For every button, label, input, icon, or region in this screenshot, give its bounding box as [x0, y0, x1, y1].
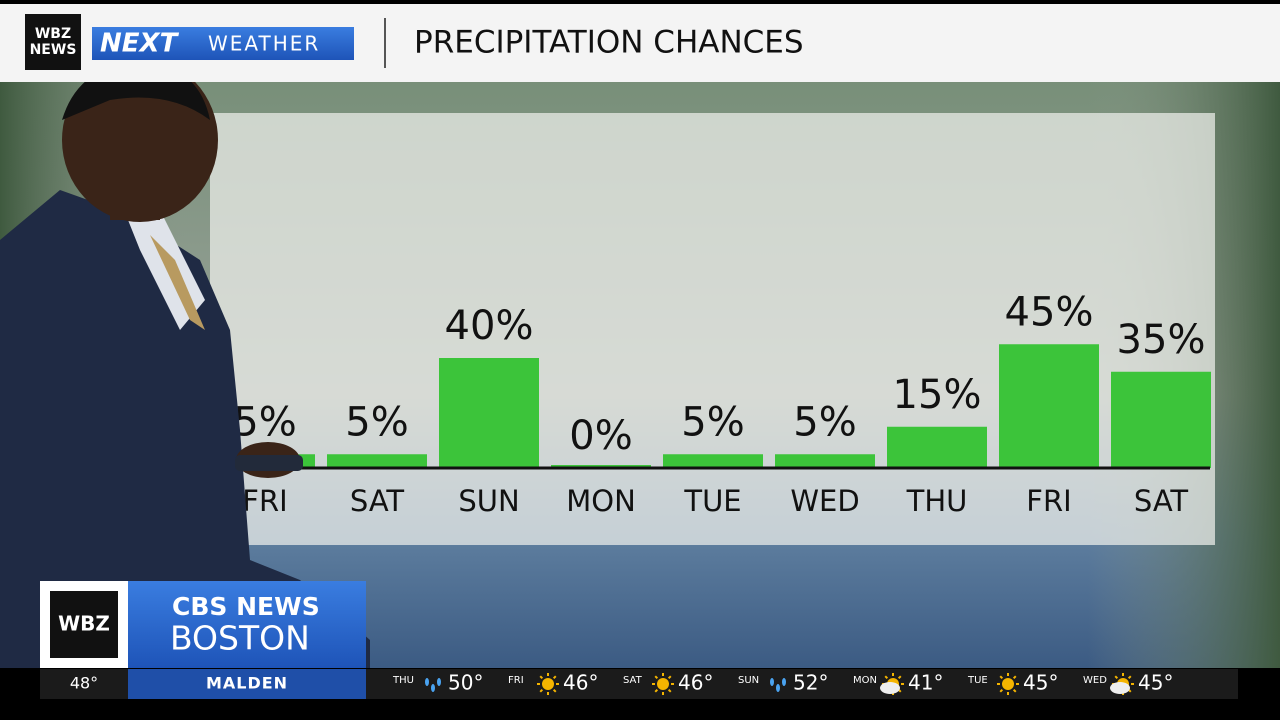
icon-ray — [1012, 675, 1017, 680]
icon-drop — [437, 678, 441, 686]
icon-ray — [552, 675, 557, 680]
icon-ray — [667, 675, 672, 680]
city: BOSTON — [170, 619, 310, 658]
category-label: MON — [566, 484, 636, 518]
forecast-temp: 45° — [1023, 671, 1058, 695]
station: WBZ — [58, 612, 110, 636]
forecast-temp: 50° — [448, 671, 483, 695]
icon-ray — [999, 675, 1004, 680]
value-label: 5% — [233, 399, 296, 445]
bar — [663, 454, 763, 468]
icon-cloud — [880, 682, 900, 694]
value-label: 45% — [1005, 289, 1094, 335]
icon-ray — [654, 675, 659, 680]
network: CBS NEWS — [172, 592, 320, 621]
forecast-day: SAT — [623, 675, 643, 686]
brand-weather: WEATHER — [208, 32, 320, 56]
category-label: FRI — [242, 484, 287, 518]
category-label: FRI — [1026, 484, 1071, 518]
header-strip — [0, 0, 1280, 4]
icon-sun — [657, 678, 669, 690]
chart-panel — [210, 113, 1215, 545]
icon-ray — [897, 675, 902, 680]
bar — [999, 344, 1099, 468]
forecast-day: TUE — [967, 675, 988, 686]
icon-ray — [999, 688, 1004, 693]
network-box — [128, 581, 366, 668]
value-label: 5% — [345, 399, 408, 445]
location-box — [128, 669, 366, 699]
forecast-day: SUN — [738, 675, 759, 686]
value-label: 35% — [1117, 317, 1206, 363]
bar — [439, 358, 539, 468]
bar — [1111, 371, 1211, 468]
icon-ray — [1114, 675, 1119, 680]
icon-ray — [539, 688, 544, 693]
icon-drop — [782, 678, 786, 686]
icon-drop — [425, 678, 429, 686]
category-label: WED — [790, 484, 859, 518]
brand-next: NEXT — [100, 29, 180, 59]
forecast-temp: 46° — [678, 671, 713, 695]
icon-sun — [542, 678, 554, 690]
current-temp: 48° — [70, 674, 98, 693]
category-label: SAT — [350, 484, 405, 518]
icon-drop — [776, 684, 780, 692]
forecast-temp: 45° — [1138, 671, 1173, 695]
chart: 5% FRI 5% SAT 40% SUN 0% MON 5% TUE 5% WED 15% THU 45%… — [215, 289, 1211, 518]
logo: WBZ NEWS — [30, 26, 77, 58]
forecast: THU 50° FRI 46° SAT 46° SUN 52° MON 41° TUE 45° WED 4… — [392, 671, 1173, 695]
forecast-temp: 41° — [908, 671, 943, 695]
location: MALDEN — [206, 674, 288, 693]
category-label: THU — [906, 484, 968, 518]
value-label: 40% — [445, 303, 534, 349]
icon-drop — [431, 684, 435, 692]
category-label: SUN — [458, 484, 519, 518]
icon-ray — [884, 675, 889, 680]
forecast-temp: 52° — [793, 671, 828, 695]
icon-sun — [1002, 678, 1014, 690]
forecast-day: MON — [853, 675, 877, 686]
icon-cloud — [1110, 682, 1130, 694]
value-label: 0% — [569, 413, 632, 459]
icon-ray — [667, 688, 672, 693]
station-inner — [50, 591, 118, 658]
icon-ray — [1127, 675, 1132, 680]
value-label: 5% — [681, 399, 744, 445]
icon-ray — [552, 688, 557, 693]
category-label: SAT — [1134, 484, 1189, 518]
forecast-day: THU — [392, 675, 414, 686]
forecast-temp: 46° — [563, 671, 598, 695]
logo-box — [25, 14, 81, 70]
forecast-day: FRI — [508, 675, 524, 686]
bar — [775, 454, 875, 468]
category-label: TUE — [683, 484, 741, 518]
icon-ray — [654, 688, 659, 693]
brand-box — [92, 27, 354, 60]
value-label: 5% — [793, 399, 856, 445]
value-label: 15% — [893, 372, 982, 418]
icon-ray — [539, 675, 544, 680]
icon-ray — [1012, 688, 1017, 693]
bar — [887, 426, 987, 468]
forecast-day: WED — [1083, 675, 1107, 686]
title: PRECIPITATION CHANCES — [414, 25, 804, 61]
icon-drop — [770, 678, 774, 686]
bar — [327, 454, 427, 468]
